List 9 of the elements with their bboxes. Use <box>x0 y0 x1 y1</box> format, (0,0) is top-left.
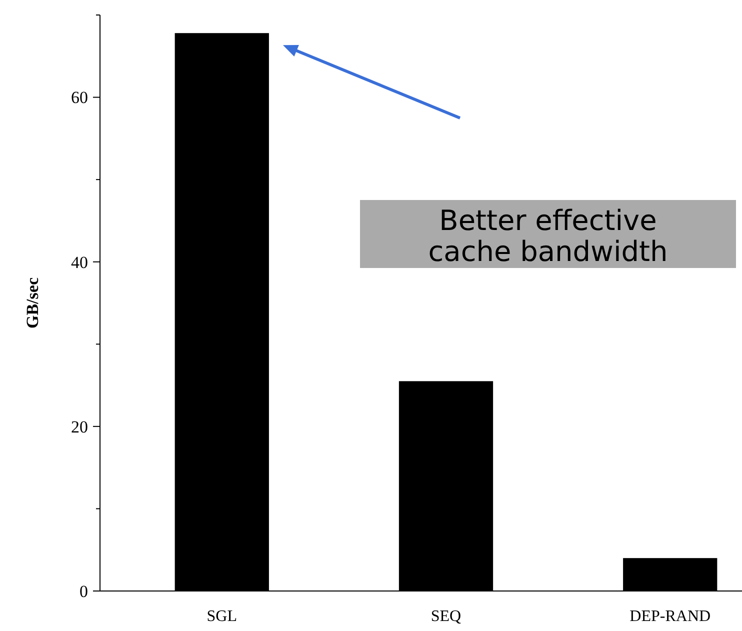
y-tick-label: 40 <box>71 252 88 272</box>
annotation: Better effective cache bandwidth <box>428 204 668 268</box>
y-tick-label: 0 <box>80 582 88 601</box>
y-axis-title: GB/sec <box>23 277 42 328</box>
x-tick-label: SGL <box>206 608 238 625</box>
y-tick-label: 20 <box>71 417 88 436</box>
y-tick-label: 60 <box>71 88 88 108</box>
x-tick-label: DEP-RAND <box>630 608 711 625</box>
x-tick-label: SEQ <box>430 608 462 625</box>
